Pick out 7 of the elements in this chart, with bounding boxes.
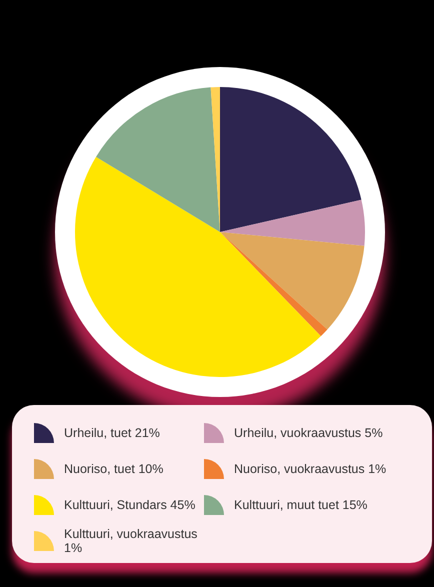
legend-label: Nuoriso, tuet 10% <box>64 462 164 476</box>
legend-label: Kulttuuri, Stundars 45% <box>64 498 196 512</box>
legend-label: Kulttuuri, vuokraavustus 1% <box>64 527 198 555</box>
legend-label: Urheilu, vuokraavustus 5% <box>234 426 383 440</box>
legend-label: Nuoriso, vuokraavustus 1% <box>234 462 386 476</box>
legend-label: Kulttuuri, muut tuet 15% <box>234 498 368 512</box>
legend-label: Urheilu, tuet 21% <box>64 426 160 440</box>
